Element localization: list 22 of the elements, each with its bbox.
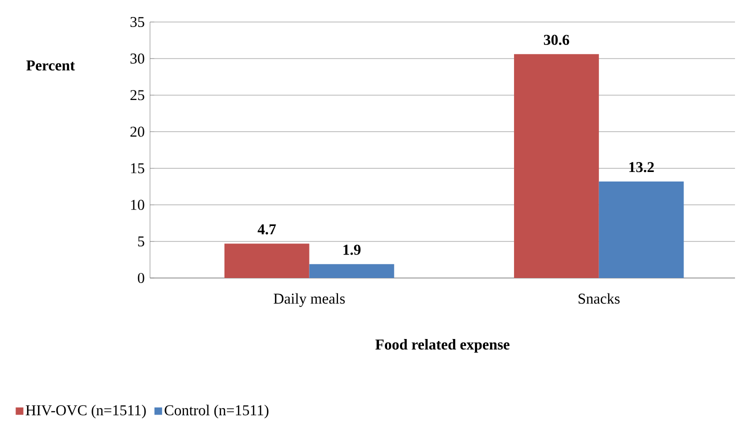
- bar: [224, 244, 310, 278]
- y-tick-label: 0: [138, 272, 144, 284]
- legend-label: Control (n=1511): [164, 404, 268, 418]
- bar: [598, 181, 684, 278]
- bar: [309, 264, 394, 278]
- data-label: 13.2: [629, 162, 654, 172]
- bar: [514, 54, 599, 278]
- y-tick-label: 15: [131, 163, 144, 174]
- legend-label: HIV-OVC (n=1511): [26, 404, 146, 418]
- y-tick-label: 25: [130, 90, 144, 100]
- y-tick-label: 20: [130, 126, 144, 137]
- data-label: 1.9: [344, 244, 361, 255]
- x-tick-label: Snacks: [578, 293, 620, 304]
- y-tick-label: 5: [138, 236, 144, 246]
- data-label: 30.6: [544, 34, 570, 45]
- x-axis-title: Food related expense: [375, 339, 510, 353]
- y-tick-label: 30: [130, 54, 144, 64]
- x-tick-label: Daily meals: [274, 293, 345, 307]
- y-axis-title: Percent: [26, 60, 75, 70]
- y-tick-label: 10: [131, 200, 144, 210]
- y-tick-label: 35: [130, 16, 144, 28]
- data-label: 4.7: [258, 224, 276, 234]
